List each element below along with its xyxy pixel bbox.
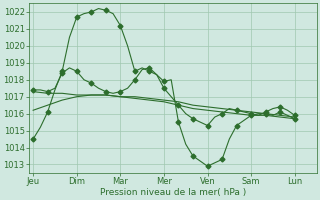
- X-axis label: Pression niveau de la mer( hPa ): Pression niveau de la mer( hPa ): [100, 188, 246, 197]
